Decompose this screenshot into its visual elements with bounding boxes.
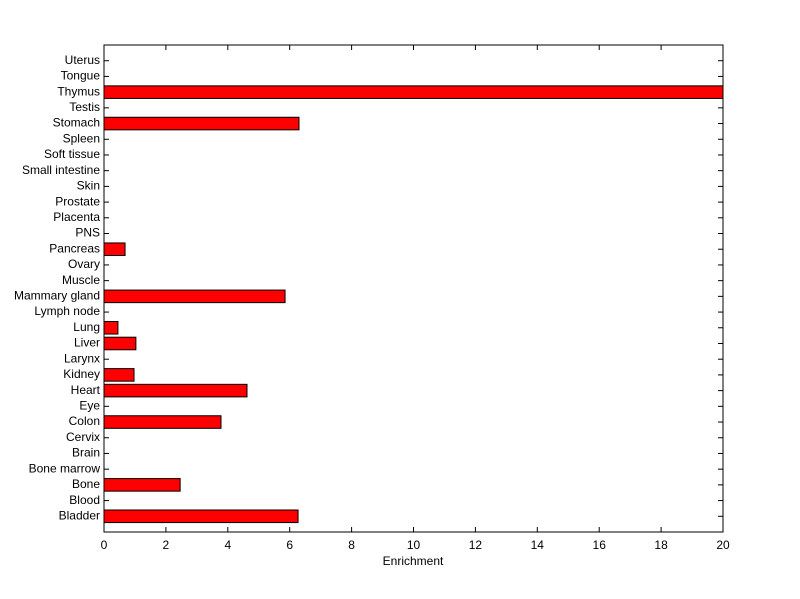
x-axis-label: Enrichment <box>383 554 444 568</box>
y-tick-label: Cervix <box>66 430 100 444</box>
x-tick-label: 4 <box>224 538 231 552</box>
y-tick-label: Liver <box>74 336 100 350</box>
y-tick-label: Testis <box>69 100 100 114</box>
y-tick-label: Pancreas <box>49 241 100 255</box>
y-tick-label: Lymph node <box>34 304 100 318</box>
y-tick-label: Spleen <box>63 131 100 145</box>
x-tick-label: 2 <box>163 538 170 552</box>
x-tick-label: 14 <box>531 538 545 552</box>
x-tick-label: 20 <box>716 538 730 552</box>
y-tick-label: Brain <box>72 446 100 460</box>
y-tick-label: Colon <box>69 414 100 428</box>
bar <box>103 509 299 524</box>
bar <box>103 383 248 398</box>
y-tick-label: Placenta <box>53 210 100 224</box>
y-tick-label: Small intestine <box>22 163 100 177</box>
bar <box>103 320 119 335</box>
x-tick-label: 6 <box>286 538 293 552</box>
x-tick-label: 16 <box>593 538 607 552</box>
y-tick-label: Bladder <box>59 508 100 522</box>
y-tick-label: Blood <box>69 493 100 507</box>
y-tick-label: Larynx <box>64 351 100 365</box>
x-tick-label: 8 <box>348 538 355 552</box>
bar <box>103 415 222 429</box>
y-tick-label: Prostate <box>55 194 100 208</box>
y-tick-label: PNS <box>75 226 100 240</box>
bar <box>103 85 724 99</box>
y-tick-label: Lung <box>73 320 100 334</box>
bar <box>103 289 286 304</box>
x-tick-label: 12 <box>469 538 483 552</box>
bar <box>103 368 135 382</box>
y-tick-label: Uterus <box>65 53 100 67</box>
x-tick-label: 0 <box>101 538 108 552</box>
x-tick-label: 18 <box>654 538 668 552</box>
bar <box>103 336 137 351</box>
y-tick-label: Mammary gland <box>14 289 100 303</box>
bar <box>103 242 126 257</box>
y-tick-label: Soft tissue <box>44 147 100 161</box>
y-tick-label: Muscle <box>62 273 100 287</box>
y-tick-label: Kidney <box>63 367 100 381</box>
y-tick-label: Bone marrow <box>29 461 101 475</box>
bar <box>103 116 300 131</box>
y-tick-label: Stomach <box>53 116 100 130</box>
bar <box>103 478 181 492</box>
y-tick-label: Eye <box>79 398 100 412</box>
y-tick-label: Ovary <box>68 257 100 271</box>
y-tick-label: Bone <box>72 477 100 491</box>
x-tick-label: 10 <box>407 538 421 552</box>
y-tick-label: Skin <box>77 179 100 193</box>
y-tick-label: Heart <box>71 383 101 397</box>
y-tick-label: Thymus <box>57 84 100 98</box>
y-tick-label: Tongue <box>61 69 101 83</box>
